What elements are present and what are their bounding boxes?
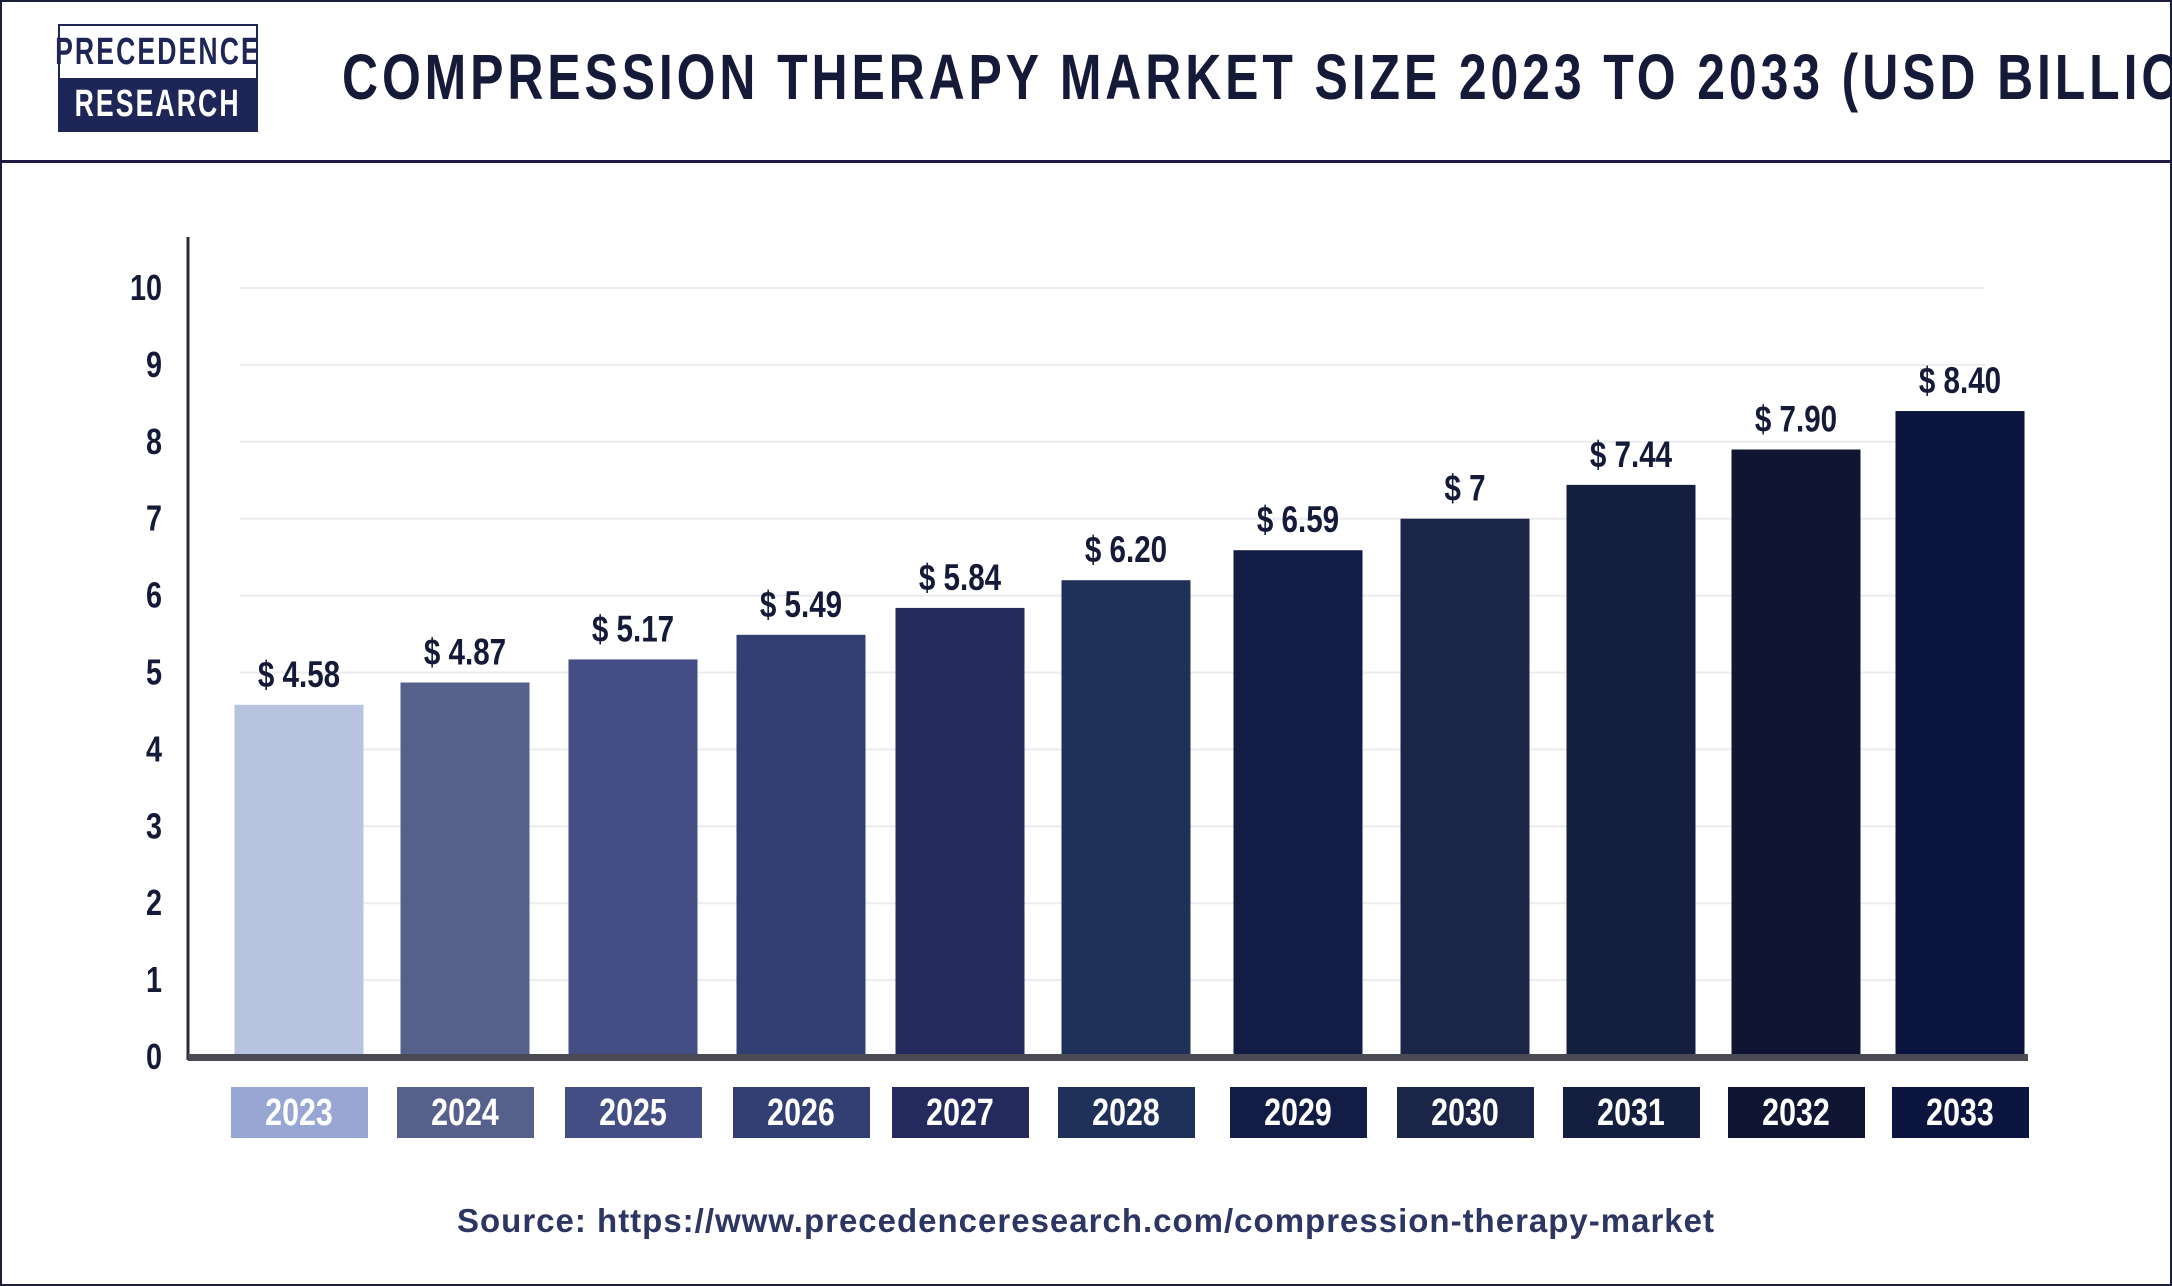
data-label: $ 7.90	[1755, 399, 1837, 440]
bar-2031	[1566, 484, 1696, 1057]
x-tick-label: 2029	[1264, 1092, 1332, 1134]
x-label-box	[733, 1087, 870, 1138]
data-label: $ 5.49	[760, 585, 842, 626]
x-label-box	[1058, 1087, 1195, 1138]
bar-2024	[400, 682, 530, 1057]
x-tick-label: 2023	[265, 1092, 333, 1134]
logo-line2: RESEARCH	[74, 82, 242, 125]
y-tick-label: 2	[146, 882, 162, 923]
data-label: $ 5.17	[592, 609, 674, 650]
x-tick-label: 2028	[1092, 1092, 1160, 1134]
y-tick-label: 8	[146, 421, 162, 462]
x-tick-label: 2031	[1597, 1092, 1665, 1134]
x-label-box	[397, 1087, 534, 1138]
x-label-box	[892, 1087, 1029, 1138]
x-axis-baseline	[188, 1054, 2028, 1061]
y-tick-label: 9	[146, 344, 162, 385]
bar-2030	[1400, 518, 1530, 1057]
y-tick-label: 3	[146, 805, 162, 846]
data-label: $ 5.84	[919, 558, 1002, 599]
bar-2027	[895, 607, 1025, 1057]
y-tick-label: 4	[146, 728, 162, 769]
x-label-box	[1230, 1087, 1367, 1138]
x-label-box	[231, 1087, 368, 1138]
bar-2033	[1895, 411, 2025, 1057]
bar-2023	[234, 704, 364, 1057]
y-tick-label: 0	[146, 1036, 162, 1077]
y-tick-label: 7	[146, 498, 162, 539]
x-label-box	[1892, 1087, 2029, 1138]
bar-2028	[1061, 580, 1191, 1057]
logo: PRECEDENCE RESEARCH	[55, 24, 261, 132]
bar-2032	[1731, 449, 1861, 1057]
x-label-box	[1563, 1087, 1700, 1138]
data-label: $ 4.58	[258, 655, 340, 696]
data-label: $ 7	[1444, 469, 1485, 510]
x-tick-label: 2032	[1762, 1092, 1830, 1134]
x-tick-label: 2030	[1431, 1092, 1499, 1134]
data-label: $ 6.59	[1257, 500, 1339, 541]
x-tick-label: 2025	[599, 1092, 667, 1134]
y-tick-label: 6	[146, 574, 162, 615]
bar-2026	[736, 634, 866, 1057]
y-tick-label: 10	[130, 267, 162, 308]
x-tick-label: 2026	[767, 1092, 835, 1134]
header-divider	[0, 160, 2172, 163]
x-label-box	[1397, 1087, 1534, 1138]
bar-2025	[568, 659, 698, 1057]
x-tick-label: 2027	[926, 1092, 994, 1134]
source-text: Source: https://www.precedenceresearch.c…	[457, 1202, 1715, 1239]
data-label: $ 4.87	[424, 632, 506, 673]
x-label-box	[1728, 1087, 1865, 1138]
x-label-box	[565, 1087, 702, 1138]
y-tick-label: 1	[146, 959, 162, 1000]
y-tick-label: 5	[146, 651, 162, 692]
x-tick-label: 2024	[431, 1092, 499, 1134]
data-label: $ 8.40	[1919, 361, 2001, 402]
bar-2029	[1233, 550, 1363, 1057]
logo-line1: PRECEDENCE	[55, 30, 261, 73]
data-label: $ 7.44	[1590, 435, 1673, 476]
x-tick-label: 2033	[1926, 1092, 1994, 1134]
data-label: $ 6.20	[1085, 530, 1167, 571]
